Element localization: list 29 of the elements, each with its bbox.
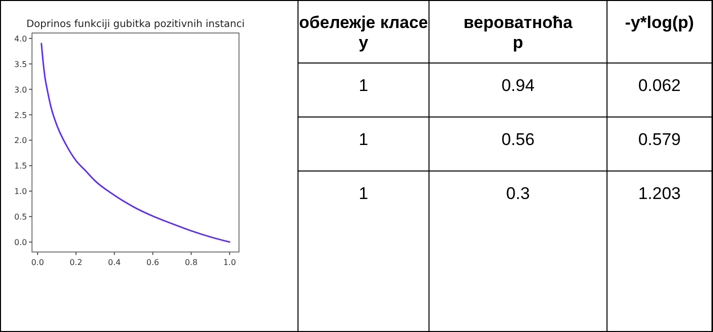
y-tick-label: 4.0 <box>14 34 27 44</box>
x-tick-label: 1.0 <box>223 258 236 267</box>
x-tick-label: 0.8 <box>184 258 198 267</box>
line-series <box>40 42 230 243</box>
y-tick-label: 3.5 <box>14 60 27 69</box>
y-tick-label: 1.0 <box>14 187 27 196</box>
text: -y*log(p) <box>625 13 694 32</box>
y-tick-label: 3.0 <box>14 85 27 94</box>
text: вероватноћа p <box>464 13 574 52</box>
x-tick-label: 0.0 <box>31 258 44 267</box>
y-tick-label: 0.0 <box>14 238 27 248</box>
y-tick-label: 0.5 <box>14 212 27 222</box>
chart-title: Doprinos funkciji gubitka pozitivnih instanci <box>26 19 245 30</box>
text: 0.062 <box>638 76 681 95</box>
x-tick-label: 0.2 <box>70 258 82 267</box>
text: 1.203 <box>638 184 681 203</box>
text: 1 <box>358 184 368 203</box>
text: 1 <box>358 130 368 149</box>
text: 0.94 <box>501 76 535 95</box>
text: 0.579 <box>638 130 681 149</box>
y-tick-label: 2.0 <box>14 136 27 146</box>
text: обележје класе у <box>299 13 428 52</box>
y-tick-label: 1.5 <box>14 162 27 171</box>
y-tick-label: 2.5 <box>14 110 27 120</box>
x-tick-label: 0.6 <box>146 258 160 267</box>
text: 0.3 <box>506 184 530 203</box>
text: 0.56 <box>501 130 535 149</box>
x-tick-label: 0.4 <box>108 258 121 267</box>
text: 1 <box>358 76 368 95</box>
